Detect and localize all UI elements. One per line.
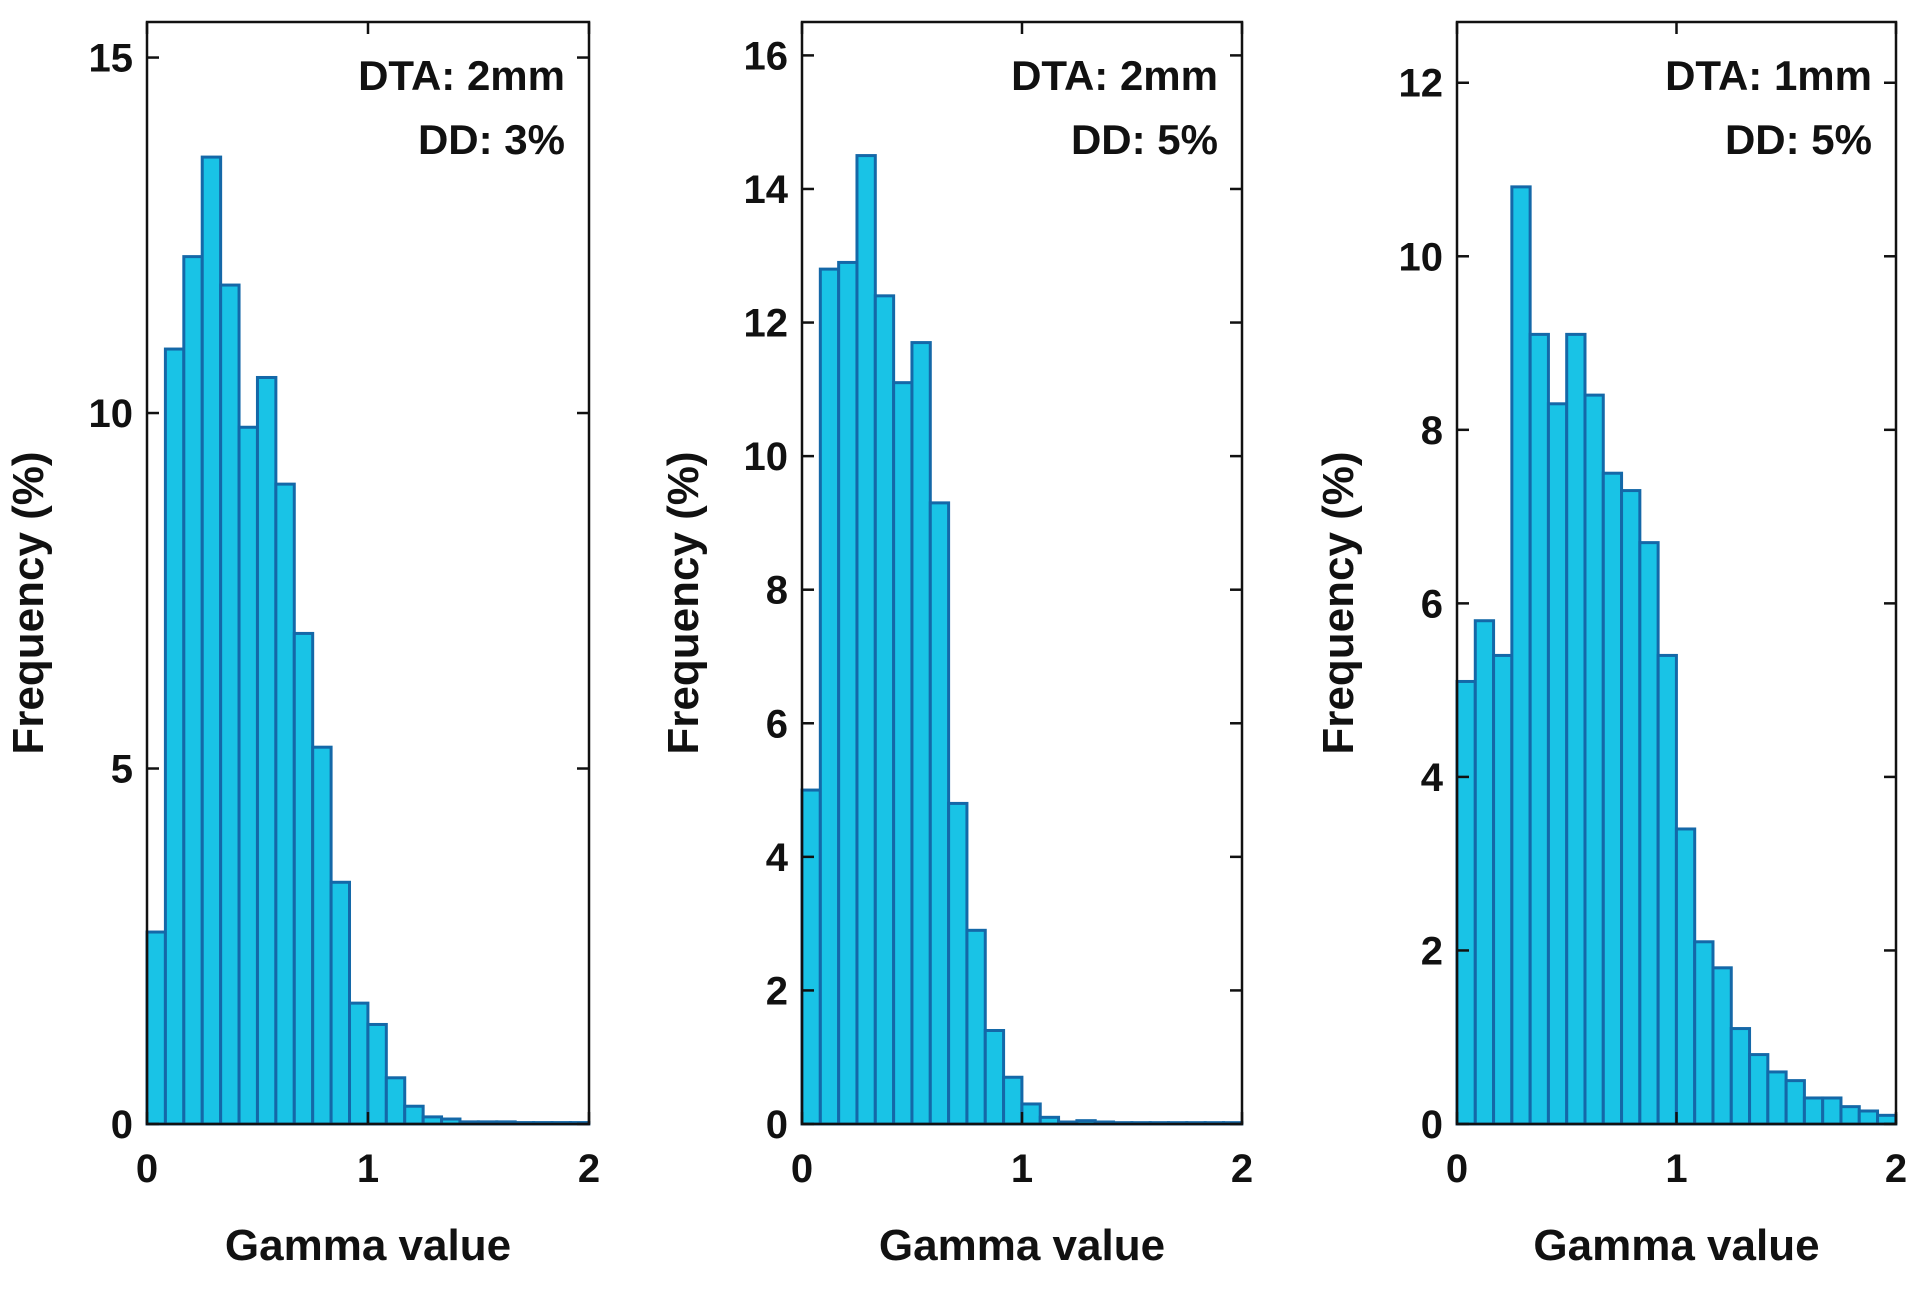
x-tick-label: 0 — [1446, 1147, 1468, 1191]
histogram-bar — [274, 482, 296, 1126]
y-tick-label: 15 — [89, 37, 134, 81]
histogram-bar — [163, 347, 186, 1126]
x-tick-label: 1 — [357, 1147, 379, 1191]
histogram-bar — [255, 375, 278, 1126]
histogram-bar — [1020, 1102, 1042, 1126]
histogram-bar — [1492, 653, 1514, 1126]
y-tick-label: 8 — [1421, 409, 1443, 453]
histogram-bar — [200, 155, 223, 1126]
y-tick-label: 2 — [1421, 929, 1443, 973]
histogram-bar — [1821, 1096, 1843, 1126]
histogram-bar — [348, 1001, 370, 1126]
histogram-bar — [311, 745, 333, 1126]
y-tick-label: 0 — [111, 1103, 133, 1147]
histogram-bar — [1857, 1109, 1880, 1126]
histogram-bar — [1766, 1070, 1788, 1126]
histogram-bar — [182, 255, 204, 1126]
x-axis-title: Gamma value — [879, 1221, 1165, 1270]
histogram-bar — [1583, 393, 1605, 1126]
histogram-bar — [873, 294, 896, 1126]
x-axis-title: Gamma value — [225, 1221, 511, 1270]
histogram-bar — [1510, 185, 1532, 1126]
histogram-bar — [1002, 1075, 1024, 1126]
histogram-bar — [1455, 679, 1477, 1126]
histogram-bar — [384, 1076, 407, 1126]
histogram-bar — [892, 381, 914, 1126]
histogram-bar — [965, 928, 987, 1126]
histogram-bar — [855, 154, 877, 1126]
y-tick-label: 4 — [1421, 756, 1444, 800]
histogram-bar — [837, 260, 859, 1126]
histogram-bar — [366, 1022, 388, 1126]
y-tick-label: 0 — [1421, 1103, 1443, 1147]
y-tick-label: 4 — [766, 836, 789, 880]
histogram-bar — [800, 788, 822, 1126]
y-tick-label: 0 — [766, 1103, 788, 1147]
y-tick-label: 10 — [744, 435, 789, 479]
criteria-annotation: DTA: 2mm — [1011, 52, 1218, 99]
histogram-bar — [1601, 471, 1624, 1126]
y-tick-label: 5 — [111, 748, 133, 792]
histogram-bar — [237, 425, 259, 1126]
y-axis-title: Frequency (%) — [1314, 451, 1363, 754]
histogram-bar — [292, 631, 315, 1126]
y-tick-label: 8 — [766, 569, 788, 613]
y-tick-label: 12 — [744, 302, 789, 346]
histogram-bar — [1638, 541, 1660, 1126]
y-tick-label: 10 — [1399, 235, 1444, 279]
histogram-bar — [1546, 402, 1569, 1126]
histogram-bar — [1802, 1096, 1825, 1126]
histogram-bar — [947, 801, 969, 1126]
histogram-bar — [219, 283, 241, 1126]
y-tick-label: 6 — [1421, 582, 1443, 626]
y-tick-label: 16 — [744, 34, 789, 78]
histogram-bar — [818, 267, 841, 1126]
histogram-bar — [403, 1104, 425, 1126]
criteria-annotation: DD: 5% — [1071, 116, 1218, 163]
histogram-bar — [1748, 1053, 1770, 1126]
x-tick-label: 0 — [791, 1147, 813, 1191]
y-tick-label: 10 — [89, 392, 134, 436]
x-axis-title: Gamma value — [1533, 1221, 1819, 1270]
y-axis-title: Frequency (%) — [659, 451, 708, 754]
y-tick-label: 6 — [766, 702, 788, 746]
criteria-annotation: DTA: 2mm — [358, 52, 565, 99]
histogram-bar — [1784, 1079, 1806, 1126]
histogram-bar — [1565, 332, 1587, 1126]
histogram-bar — [910, 341, 932, 1126]
histogram-bar — [1473, 619, 1496, 1126]
y-axis-title: Frequency (%) — [4, 451, 53, 754]
histogram-bar — [1839, 1105, 1861, 1126]
histogram-panel-1: 0 5 10 15 0 1 2 Gamma value Frequency (%) DTA: 2m… — [4, 20, 600, 1270]
histogram-bar — [145, 930, 167, 1126]
histogram-bar — [1876, 1113, 1898, 1126]
x-tick-label: 0 — [136, 1147, 158, 1191]
histogram-bar — [1620, 489, 1642, 1126]
x-tick-label: 1 — [1665, 1147, 1687, 1191]
histogram-bar — [1711, 966, 1733, 1126]
criteria-annotation: DD: 3% — [418, 116, 565, 163]
histogram-bar — [1693, 940, 1715, 1126]
histogram-bar — [1528, 332, 1550, 1126]
x-tick-label: 1 — [1011, 1147, 1033, 1191]
histogram-bar — [1729, 1027, 1752, 1126]
criteria-annotation: DD: 5% — [1725, 116, 1872, 163]
x-tick-label: 2 — [1231, 1147, 1253, 1191]
histogram-bar — [928, 501, 951, 1126]
histogram-bar — [329, 880, 352, 1126]
y-tick-label: 14 — [744, 168, 789, 212]
criteria-annotation: DTA: 1mm — [1665, 52, 1872, 99]
x-tick-label: 2 — [1885, 1147, 1907, 1191]
histogram-bar — [1656, 653, 1678, 1126]
histogram-bar — [1674, 827, 1697, 1126]
histogram-bar — [983, 1028, 1006, 1126]
y-tick-label: 12 — [1399, 62, 1444, 106]
x-tick-label: 2 — [578, 1147, 600, 1191]
y-tick-label: 2 — [766, 969, 788, 1013]
